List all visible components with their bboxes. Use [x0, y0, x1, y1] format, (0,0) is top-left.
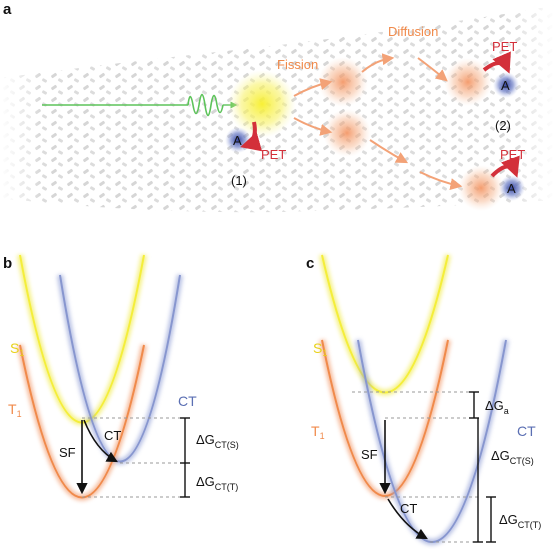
- panel-a: a A A A Fission Diffus: [0, 1, 554, 213]
- acceptor-3-glow: [499, 175, 525, 201]
- fission-arrow-down: [293, 117, 333, 136]
- s1-label-b: S1: [10, 340, 24, 358]
- triplet-exciton-lower: [323, 109, 371, 157]
- panel-c-label: c: [306, 255, 314, 272]
- panel-a-label: a: [3, 1, 12, 18]
- dg-a-label-c: ΔGa: [485, 398, 509, 416]
- acceptor-1-label: A: [233, 133, 242, 148]
- ct-curve-label-c: CT: [517, 423, 536, 439]
- panel-b-label: b: [3, 255, 12, 272]
- pet-arrow-1: [240, 121, 263, 152]
- photon-wavepacket: [187, 93, 224, 117]
- dg-ctt-label-c: ΔGCT(T): [499, 512, 541, 530]
- diffusion-label: Diffusion: [388, 24, 438, 39]
- triplet-exciton-upper: [318, 57, 368, 107]
- sf-label-c: SF: [361, 447, 378, 462]
- t1-label-c: T1: [311, 423, 325, 441]
- acceptor-3-label: A: [507, 181, 516, 196]
- triplet-exciton-diffused-upper: [444, 58, 492, 106]
- singlet-exciton-glow: [228, 70, 296, 138]
- acceptor-2-label: A: [501, 78, 510, 93]
- diffusion-arrow-2: [417, 57, 448, 82]
- pet-label-2: PET: [492, 39, 517, 54]
- diffusion-arrow-1: [361, 53, 395, 73]
- pet-arrow-2: [482, 51, 511, 74]
- panel-c: c S1 T1 CT SF CT ΔGa ΔGCT(S): [306, 254, 541, 545]
- sf-label-b: SF: [59, 445, 76, 460]
- site-2-label: (2): [495, 118, 511, 133]
- ct-arrow-c: [387, 498, 428, 540]
- ct-arrow-label-b: CT: [104, 428, 121, 443]
- fission-label: Fission: [277, 57, 318, 72]
- dg-cts-label-b: ΔGCT(S): [196, 432, 239, 450]
- ct-arrow-label-c: CT: [400, 501, 417, 516]
- pet-arrow-3: [490, 155, 520, 178]
- ct-curve-label-b: CT: [178, 393, 197, 409]
- s1-label-c: S1: [313, 340, 327, 358]
- diffusion-arrow-4: [419, 171, 463, 190]
- diffusion-arrow-3: [369, 139, 409, 164]
- pet-label-3: PET: [500, 147, 525, 162]
- site-1-label: (1): [231, 173, 247, 188]
- dg-cts-label-c: ΔGCT(S): [491, 448, 534, 466]
- fission-arrow-up: [293, 78, 333, 97]
- pet-label-1: PET: [261, 147, 286, 162]
- ct-arrow-b: [83, 419, 118, 463]
- acceptor-2-glow: [493, 72, 519, 98]
- t1-label-b: T1: [8, 401, 22, 419]
- dg-ctt-label-b: ΔGCT(T): [196, 474, 238, 492]
- panel-b: b S1 T1 CT SF CT ΔGCT(S) ΔGCT(T): [3, 254, 239, 501]
